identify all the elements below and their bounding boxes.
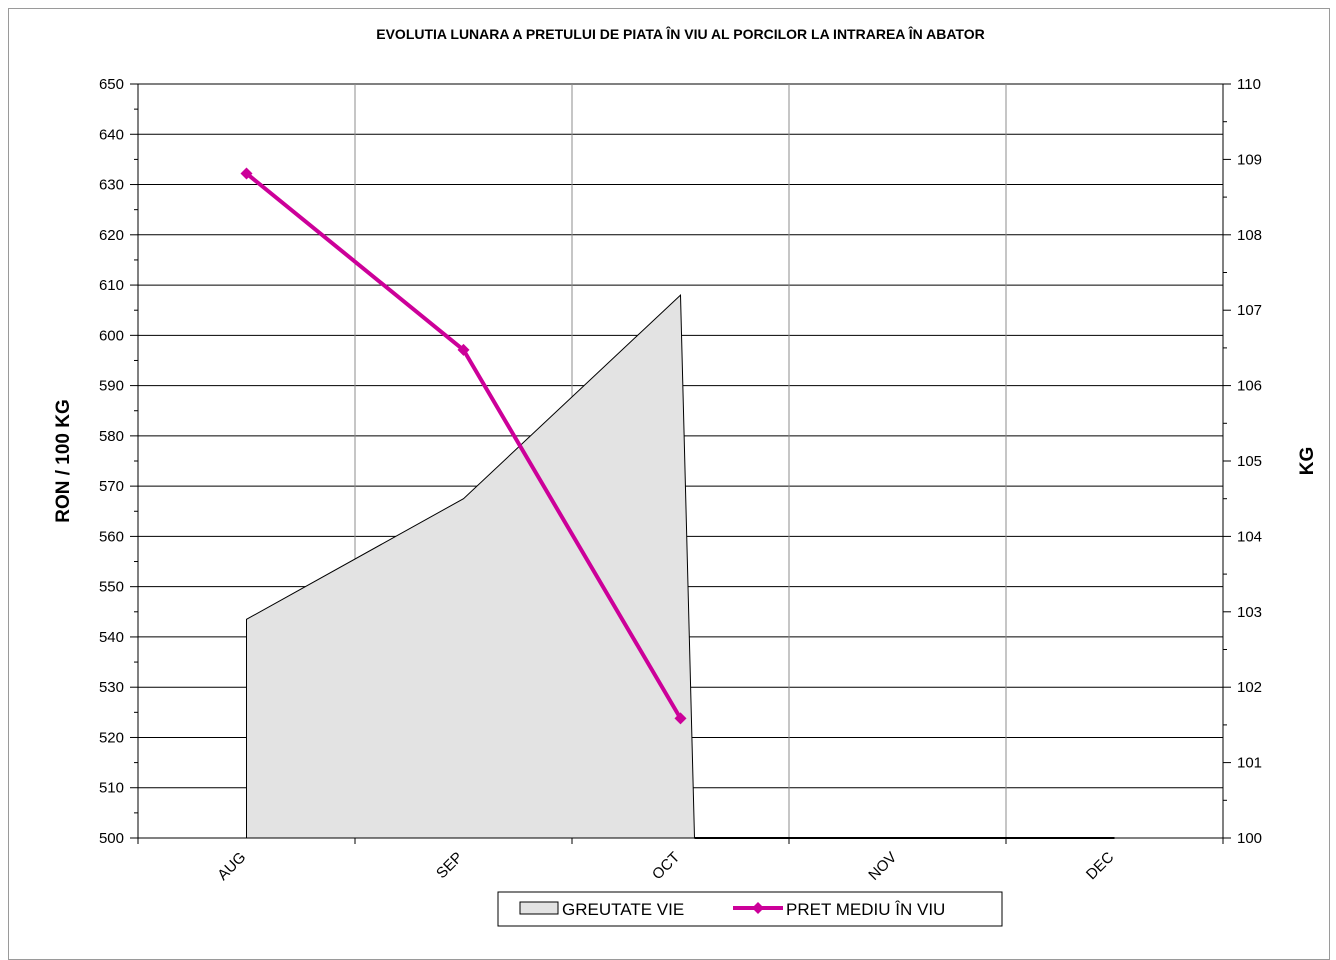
legend-swatch-area bbox=[519, 901, 559, 915]
axis-right-tick-label: 103 bbox=[1237, 604, 1262, 621]
axis-right-tick-label: 102 bbox=[1237, 679, 1262, 696]
category-label: DEC bbox=[1083, 849, 1118, 884]
axis-left-tick-label: 560 bbox=[99, 528, 124, 545]
line-point-marker bbox=[457, 343, 470, 356]
axis-left-label: RON / 100 KG bbox=[53, 399, 74, 523]
axis-left-tick-label: 530 bbox=[99, 679, 124, 696]
legend-swatch-marker bbox=[752, 902, 764, 914]
axis-left-tick-label: 630 bbox=[99, 177, 124, 194]
axis-left-tick-label: 650 bbox=[99, 76, 124, 93]
axis-right-label: KG bbox=[1297, 447, 1318, 476]
axis-right-tick-label: 110 bbox=[1237, 76, 1261, 93]
axis-left-tick-label: 570 bbox=[99, 478, 124, 495]
chart-frame: EVOLUTIA LUNARA A PRETULUI DE PIATA ÎN V… bbox=[8, 8, 1330, 960]
series-area-greutate-vie bbox=[246, 293, 696, 839]
axis-right-tick-label: 107 bbox=[1237, 302, 1262, 319]
legend-label-line: PRET MEDIU ÎN VIU bbox=[786, 900, 945, 919]
axis-left-tick-label: 600 bbox=[99, 327, 124, 344]
axis-left-tick-label: 510 bbox=[99, 780, 124, 797]
chart: EVOLUTIA LUNARA A PRETULUI DE PIATA ÎN V… bbox=[53, 25, 1318, 927]
axis-left-tick-label: 610 bbox=[99, 277, 124, 294]
line-point-marker bbox=[674, 712, 687, 725]
axis-left-tick-label: 590 bbox=[99, 378, 124, 395]
axis-right-tick-label: 101 bbox=[1237, 755, 1262, 772]
axis-left-tick-label: 520 bbox=[99, 729, 124, 746]
axis-right-tick-label: 104 bbox=[1237, 528, 1262, 545]
axis-left-tick-label: 580 bbox=[99, 428, 124, 445]
axis-left-tick-label: 550 bbox=[99, 579, 124, 596]
category-label: NOV bbox=[865, 849, 900, 884]
category-label: SEP bbox=[433, 849, 466, 882]
chart-title: EVOLUTIA LUNARA A PRETULUI DE PIATA ÎN V… bbox=[376, 25, 984, 42]
line-point-marker bbox=[240, 167, 253, 180]
axis-right-tick-label: 105 bbox=[1237, 453, 1262, 470]
category-label: OCT bbox=[649, 849, 683, 883]
axis-left-tick-label: 640 bbox=[99, 126, 124, 143]
axis-right-tick-label: 106 bbox=[1237, 378, 1262, 395]
axis-right-tick-label: 108 bbox=[1237, 227, 1262, 244]
axis-left-tick-label: 500 bbox=[99, 830, 124, 847]
legend-label-area: GREUTATE VIE bbox=[562, 900, 684, 919]
axis-left-tick-label: 620 bbox=[99, 227, 124, 244]
axis-right-tick-label: 109 bbox=[1237, 151, 1262, 168]
axis-left-tick-label: 540 bbox=[99, 629, 124, 646]
axis-right-tick-label: 100 bbox=[1237, 830, 1262, 847]
category-label: AUG bbox=[214, 849, 249, 884]
